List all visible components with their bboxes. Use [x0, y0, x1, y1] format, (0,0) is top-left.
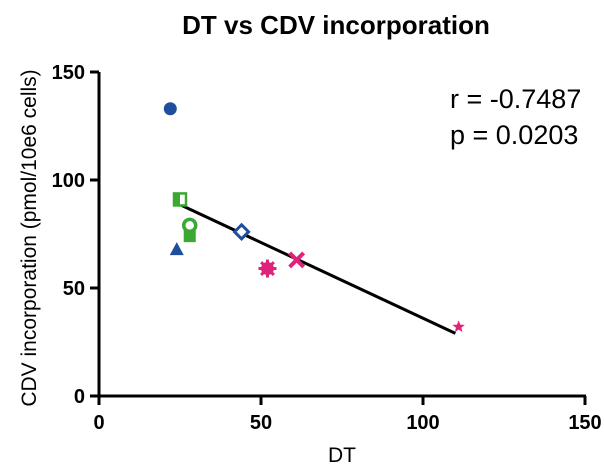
- point-triangle-shape: [169, 242, 184, 256]
- y-tick-label-50: 50: [63, 278, 85, 300]
- data-point-cross: [288, 251, 306, 269]
- y-tick-label-0: 0: [74, 386, 85, 408]
- point-cross-stroke: [288, 251, 306, 269]
- y-tick-label-100: 100: [52, 170, 85, 192]
- regression-line-group: [172, 200, 457, 335]
- axes-group: 0 50 100 150 0 50 100 150: [52, 62, 602, 434]
- data-point-star: [452, 320, 465, 333]
- point-asterisk-spoke: [260, 261, 275, 276]
- point-circle-shape: [163, 102, 177, 116]
- correlation-annotation: r = -0.7487: [450, 84, 581, 114]
- x-tick-label-150: 150: [568, 412, 601, 434]
- regression-line: [172, 200, 457, 335]
- data-point-circle: [181, 217, 198, 234]
- p-value-annotation: p = 0.0203: [450, 120, 578, 150]
- point-diamond-shape: [232, 222, 251, 241]
- y-axis-label: CDV incorporation (pmol/10e6 cells): [18, 69, 41, 406]
- point-star-shape: [452, 320, 465, 333]
- data-point-diamond: [232, 222, 251, 241]
- y-tick-label-150: 150: [52, 62, 85, 84]
- data-point-triangle: [169, 242, 184, 256]
- x-axis-label: DT: [328, 444, 356, 466]
- point-square-shape: [183, 230, 196, 243]
- data-point-asterisk-circle: [258, 259, 277, 278]
- data-point-square-half: [172, 192, 188, 207]
- data-points-group: [163, 102, 465, 333]
- x-tick-label-0: 0: [93, 412, 104, 434]
- point-square-half-fill: [174, 193, 180, 206]
- data-point-circle: [163, 102, 177, 116]
- data-point-square: [183, 230, 196, 243]
- x-tick-label-50: 50: [250, 412, 272, 434]
- chart-title: DT vs CDV incorporation: [182, 10, 490, 40]
- point-circle-shape: [181, 217, 198, 234]
- x-tick-label-100: 100: [406, 412, 439, 434]
